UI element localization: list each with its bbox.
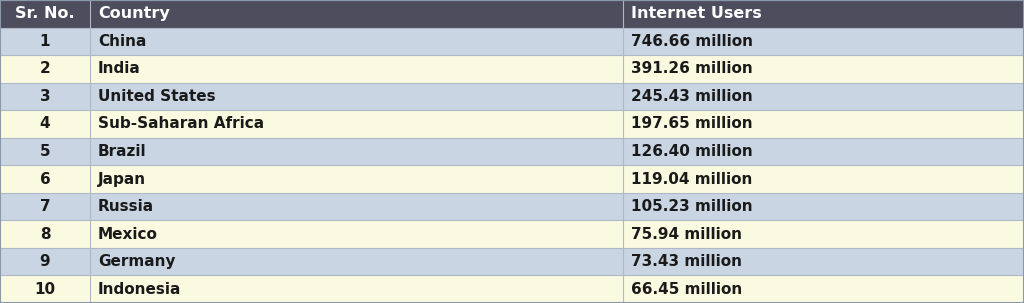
Text: Sub-Saharan Africa: Sub-Saharan Africa: [98, 116, 264, 132]
Text: United States: United States: [98, 89, 216, 104]
Bar: [90, 248, 623, 275]
Text: 105.23 million: 105.23 million: [631, 199, 753, 214]
Text: 4: 4: [40, 116, 50, 132]
Text: Russia: Russia: [98, 199, 155, 214]
Text: Japan: Japan: [98, 171, 146, 187]
Text: 7: 7: [40, 199, 50, 214]
Text: 9: 9: [40, 254, 50, 269]
Bar: [0, 275, 90, 303]
Text: 119.04 million: 119.04 million: [631, 171, 752, 187]
Bar: [0, 165, 90, 193]
Text: 75.94 million: 75.94 million: [631, 227, 741, 241]
Text: 197.65 million: 197.65 million: [631, 116, 753, 132]
Bar: [90, 0, 623, 28]
Bar: [623, 193, 1024, 220]
Text: Mexico: Mexico: [98, 227, 158, 241]
Bar: [623, 55, 1024, 83]
Text: 126.40 million: 126.40 million: [631, 144, 753, 159]
Bar: [90, 275, 623, 303]
Bar: [0, 248, 90, 275]
Text: 10: 10: [35, 282, 55, 297]
Text: Country: Country: [98, 6, 170, 21]
Bar: [0, 0, 90, 28]
Bar: [90, 110, 623, 138]
Text: 3: 3: [40, 89, 50, 104]
Bar: [0, 220, 90, 248]
Bar: [90, 28, 623, 55]
Text: Germany: Germany: [98, 254, 175, 269]
Text: Brazil: Brazil: [98, 144, 146, 159]
Bar: [623, 83, 1024, 110]
Text: Sr. No.: Sr. No.: [15, 6, 75, 21]
Bar: [0, 138, 90, 165]
Bar: [90, 138, 623, 165]
Text: 5: 5: [40, 144, 50, 159]
Text: Internet Users: Internet Users: [631, 6, 761, 21]
Text: 391.26 million: 391.26 million: [631, 62, 753, 76]
Bar: [623, 165, 1024, 193]
Bar: [0, 55, 90, 83]
Text: 2: 2: [40, 62, 50, 76]
Bar: [623, 248, 1024, 275]
Bar: [0, 110, 90, 138]
Bar: [90, 83, 623, 110]
Bar: [623, 275, 1024, 303]
Bar: [623, 110, 1024, 138]
Text: 245.43 million: 245.43 million: [631, 89, 753, 104]
Bar: [90, 193, 623, 220]
Text: 1: 1: [40, 34, 50, 49]
Bar: [623, 28, 1024, 55]
Text: 6: 6: [40, 171, 50, 187]
Bar: [623, 138, 1024, 165]
Bar: [0, 83, 90, 110]
Text: China: China: [98, 34, 146, 49]
Text: 73.43 million: 73.43 million: [631, 254, 741, 269]
Text: Indonesia: Indonesia: [98, 282, 181, 297]
Bar: [623, 220, 1024, 248]
Text: 746.66 million: 746.66 million: [631, 34, 753, 49]
Bar: [90, 165, 623, 193]
Bar: [90, 55, 623, 83]
Text: 66.45 million: 66.45 million: [631, 282, 741, 297]
Bar: [623, 0, 1024, 28]
Bar: [0, 28, 90, 55]
Bar: [90, 220, 623, 248]
Bar: [0, 193, 90, 220]
Text: India: India: [98, 62, 141, 76]
Text: 8: 8: [40, 227, 50, 241]
